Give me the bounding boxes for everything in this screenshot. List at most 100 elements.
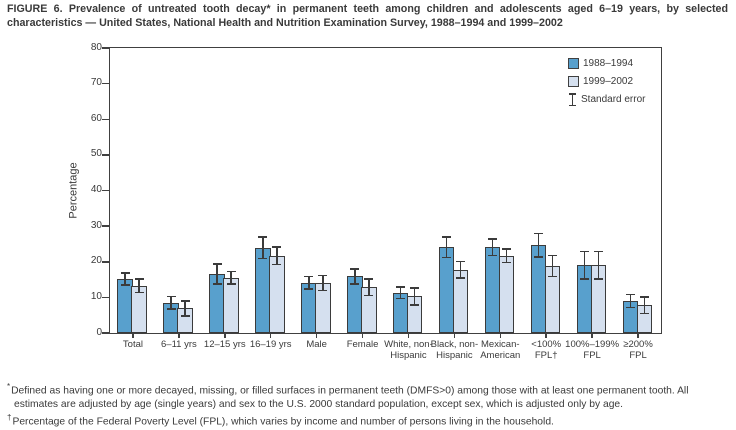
y-axis-tick-label: 0: [96, 326, 102, 338]
error-bar-line: [597, 251, 600, 280]
error-bar-cap-top: [456, 260, 466, 263]
legend: 1988–1994 1999–2002 Standard error: [568, 57, 645, 106]
error-bar-cap-top: [625, 293, 635, 296]
y-axis-tick: [101, 82, 110, 85]
x-axis-label: <100% FPL†: [531, 339, 562, 361]
y-axis-tick: [101, 47, 110, 49]
error-bar-cap-bottom: [258, 257, 268, 260]
y-axis-tick-label: 40: [90, 184, 102, 195]
x-axis-tick: [132, 333, 134, 338]
y-axis-tick-label: 30: [90, 219, 102, 231]
error-bar-cap-top: [396, 286, 406, 288]
error-bar-line: [629, 294, 632, 308]
error-bar-line: [399, 287, 402, 299]
error-bar-cap-bottom: [364, 294, 374, 297]
error-bar-cap-bottom: [456, 277, 466, 279]
error-bar-line: [459, 261, 462, 278]
x-axis-label: 100%–199% FPL: [565, 339, 620, 361]
footnote-marker-asterisk: *: [7, 382, 11, 391]
y-axis-tick: [101, 118, 110, 120]
legend-item-standard-error: Standard error: [568, 93, 645, 106]
error-bar-cap-top: [304, 275, 314, 278]
x-axis-tick: [453, 333, 456, 338]
y-axis-tick: [101, 332, 110, 334]
footnote-fpl: †Percentage of the Federal Poverty Level…: [7, 411, 723, 429]
y-axis-tick-label: 80: [90, 41, 102, 53]
error-bar-cap-bottom: [134, 291, 144, 294]
error-bar-cap-bottom: [639, 312, 649, 315]
legend-item-1999-2002: 1999–2002: [568, 75, 645, 88]
legend-swatch-1988-1994-icon: [568, 58, 579, 69]
error-bar-icon: [568, 93, 577, 106]
plot-area: 1988–1994 1999–2002 Standard error 0 10 20…: [91, 42, 662, 360]
legend-swatch-1999-2002-icon: [568, 76, 579, 87]
y-axis-tick: [101, 296, 110, 299]
error-bar-line: [322, 275, 324, 291]
error-bar-cap-top: [180, 300, 190, 302]
error-bar-line: [170, 296, 172, 309]
x-axis-label: 12–15 yrs: [203, 339, 246, 350]
x-axis-tick: [545, 333, 547, 338]
error-bar-line: [184, 300, 186, 316]
x-axis-label: Black, non- Hispanic: [430, 339, 479, 361]
error-bar-line: [138, 278, 140, 293]
x-axis-tick: [499, 333, 502, 338]
error-bar-cap-top: [593, 250, 603, 253]
error-bar-line: [445, 236, 448, 258]
error-bar-cap-bottom: [579, 278, 589, 280]
y-axis-tick: [101, 154, 110, 156]
bar-series-2: [223, 277, 239, 333]
y-axis-tick-label: 60: [90, 112, 102, 124]
error-bar-cap-top: [410, 287, 420, 289]
error-bar-cap-bottom: [166, 308, 176, 310]
error-bar-cap-top: [226, 270, 236, 273]
error-bar-cap-bottom: [226, 283, 236, 285]
error-bar-line: [413, 287, 416, 305]
error-bar-cap-bottom: [396, 297, 406, 300]
y-axis-tick: [101, 225, 110, 227]
error-bar-cap-bottom: [593, 278, 603, 280]
error-bar-cap-bottom: [502, 261, 512, 264]
error-bar-cap-top: [639, 296, 649, 298]
error-bar-cap-bottom: [350, 283, 360, 285]
error-bar-cap-bottom: [547, 275, 557, 278]
error-bar-cap-bottom: [442, 256, 452, 259]
error-bar-cap-top: [318, 274, 328, 277]
x-axis-tick: [407, 333, 410, 338]
legend-item-1988-1994: 1988–1994: [568, 57, 645, 70]
x-axis-label: White, non- Hispanic: [384, 339, 433, 361]
error-bar-cap-bottom: [212, 283, 222, 285]
error-bar-cap-top: [350, 268, 360, 270]
x-axis-label: Mexican- American: [480, 339, 521, 361]
error-bar-cap-bottom: [304, 288, 314, 290]
error-bar-cap-top: [547, 254, 557, 257]
error-bar-line: [354, 268, 356, 284]
legend-label-1988-1994: 1988–1994: [583, 58, 634, 69]
error-bar-cap-bottom: [488, 254, 498, 257]
y-axis-tick-label: 10: [90, 290, 102, 302]
footnote-text-definition: Defined as having one or more decayed, m…: [11, 385, 689, 410]
error-bar-cap-top: [166, 295, 176, 298]
error-bar-cap-bottom: [180, 315, 190, 317]
error-bar-cap-top: [272, 246, 282, 248]
error-bar-cap-top: [258, 236, 268, 238]
footnote-text-fpl: Percentage of the Federal Poverty Level …: [12, 416, 554, 428]
x-axis-label: 16–19 yrs: [249, 339, 292, 350]
legend-label-1999-2002: 1999–2002: [583, 76, 634, 87]
x-axis-label: Total: [122, 339, 143, 350]
error-bar-cap-top: [212, 263, 222, 265]
error-bar-line: [537, 233, 540, 258]
y-axis-tick: [101, 189, 110, 192]
error-bar-cap-bottom: [625, 306, 635, 309]
error-bar-line: [230, 271, 232, 285]
error-bar-line: [491, 238, 494, 256]
error-bar-line: [551, 255, 554, 277]
error-bar-cap-top: [134, 278, 144, 280]
footnote-marker-dagger: †: [7, 413, 12, 423]
y-axis-tick: [101, 261, 110, 263]
error-bar-cap-top: [502, 248, 512, 250]
bar-series-2: [269, 255, 285, 333]
x-axis-tick: [269, 333, 272, 338]
x-axis-tick: [315, 333, 318, 338]
